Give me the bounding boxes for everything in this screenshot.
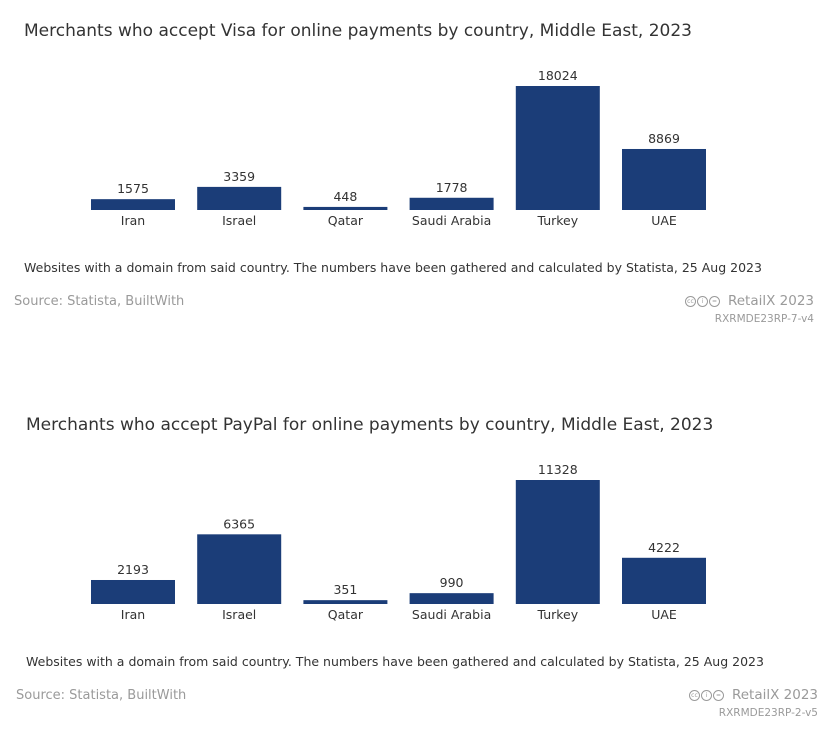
visa-chart-panel: Merchants who accept Visa for online pay…	[0, 0, 832, 340]
data-label: 3359	[223, 169, 255, 184]
bar-turkey	[515, 480, 600, 604]
category-label: Saudi Arabia	[412, 213, 491, 228]
footnote: Websites with a domain from said country…	[24, 260, 762, 275]
bar-saudi-arabia	[409, 593, 494, 604]
bar-iran	[91, 579, 175, 604]
paypal-chart-panel: Merchants who accept PayPal for online p…	[0, 394, 832, 734]
category-label: Turkey	[536, 607, 578, 622]
paypal-bar-chart: 2193 Iran 6365 Israel 351 Qatar 990 Saudi Arabi…	[91, 462, 706, 622]
creative-commons-icon: cc i =	[684, 295, 720, 307]
data-label: 6365	[223, 516, 255, 531]
visa-bar-chart: 1575 Iran 3359 Israel 448 Qatar 1778 Saudi Arab…	[91, 68, 706, 228]
data-label: 1575	[117, 181, 149, 196]
creative-commons-icon: cc i =	[688, 689, 724, 701]
data-label: 8869	[648, 131, 680, 146]
category-label: UAE	[651, 213, 677, 228]
footnote: Websites with a domain from said country…	[26, 654, 764, 669]
chart-title: Merchants who accept PayPal for online p…	[26, 415, 714, 435]
source-note: Source: Statista, BuiltWith	[16, 688, 187, 703]
brand-mark: cc i = RetailX 2023	[684, 293, 814, 309]
bar-uae	[622, 557, 706, 604]
bar-turkey	[515, 86, 600, 210]
data-label: 2193	[117, 562, 149, 577]
category-label: Israel	[222, 213, 256, 228]
bar-saudi-arabia	[409, 197, 494, 210]
brand-label: RetailX 2023	[731, 687, 818, 703]
category-label: Qatar	[328, 213, 364, 228]
category-label: UAE	[651, 607, 677, 622]
bar-iran	[91, 199, 175, 210]
category-label: Turkey	[536, 213, 578, 228]
bar-qatar	[303, 206, 388, 210]
category-label: Iran	[121, 607, 145, 622]
data-label: 448	[333, 189, 357, 204]
bar-israel	[197, 534, 282, 604]
bar-uae	[622, 148, 706, 210]
bar-israel	[197, 186, 282, 210]
category-label: Qatar	[328, 607, 364, 622]
data-label: 18024	[538, 68, 578, 83]
category-label: Saudi Arabia	[412, 607, 491, 622]
report-id: RXRMDE23RP-7-v4	[714, 313, 814, 325]
brand-mark: cc i = RetailX 2023	[688, 687, 818, 703]
report-id: RXRMDE23RP-2-v5	[718, 707, 818, 719]
brand-label: RetailX 2023	[727, 293, 814, 309]
source-note: Source: Statista, BuiltWith	[14, 294, 185, 309]
data-label: 4222	[648, 540, 680, 555]
data-label: 11328	[538, 462, 578, 477]
chart-title: Merchants who accept Visa for online pay…	[24, 21, 692, 41]
data-label: 1778	[436, 180, 468, 195]
data-label: 351	[333, 582, 357, 597]
data-label: 990	[440, 575, 464, 590]
category-label: Israel	[222, 607, 256, 622]
category-label: Iran	[121, 213, 145, 228]
bar-qatar	[303, 600, 388, 604]
